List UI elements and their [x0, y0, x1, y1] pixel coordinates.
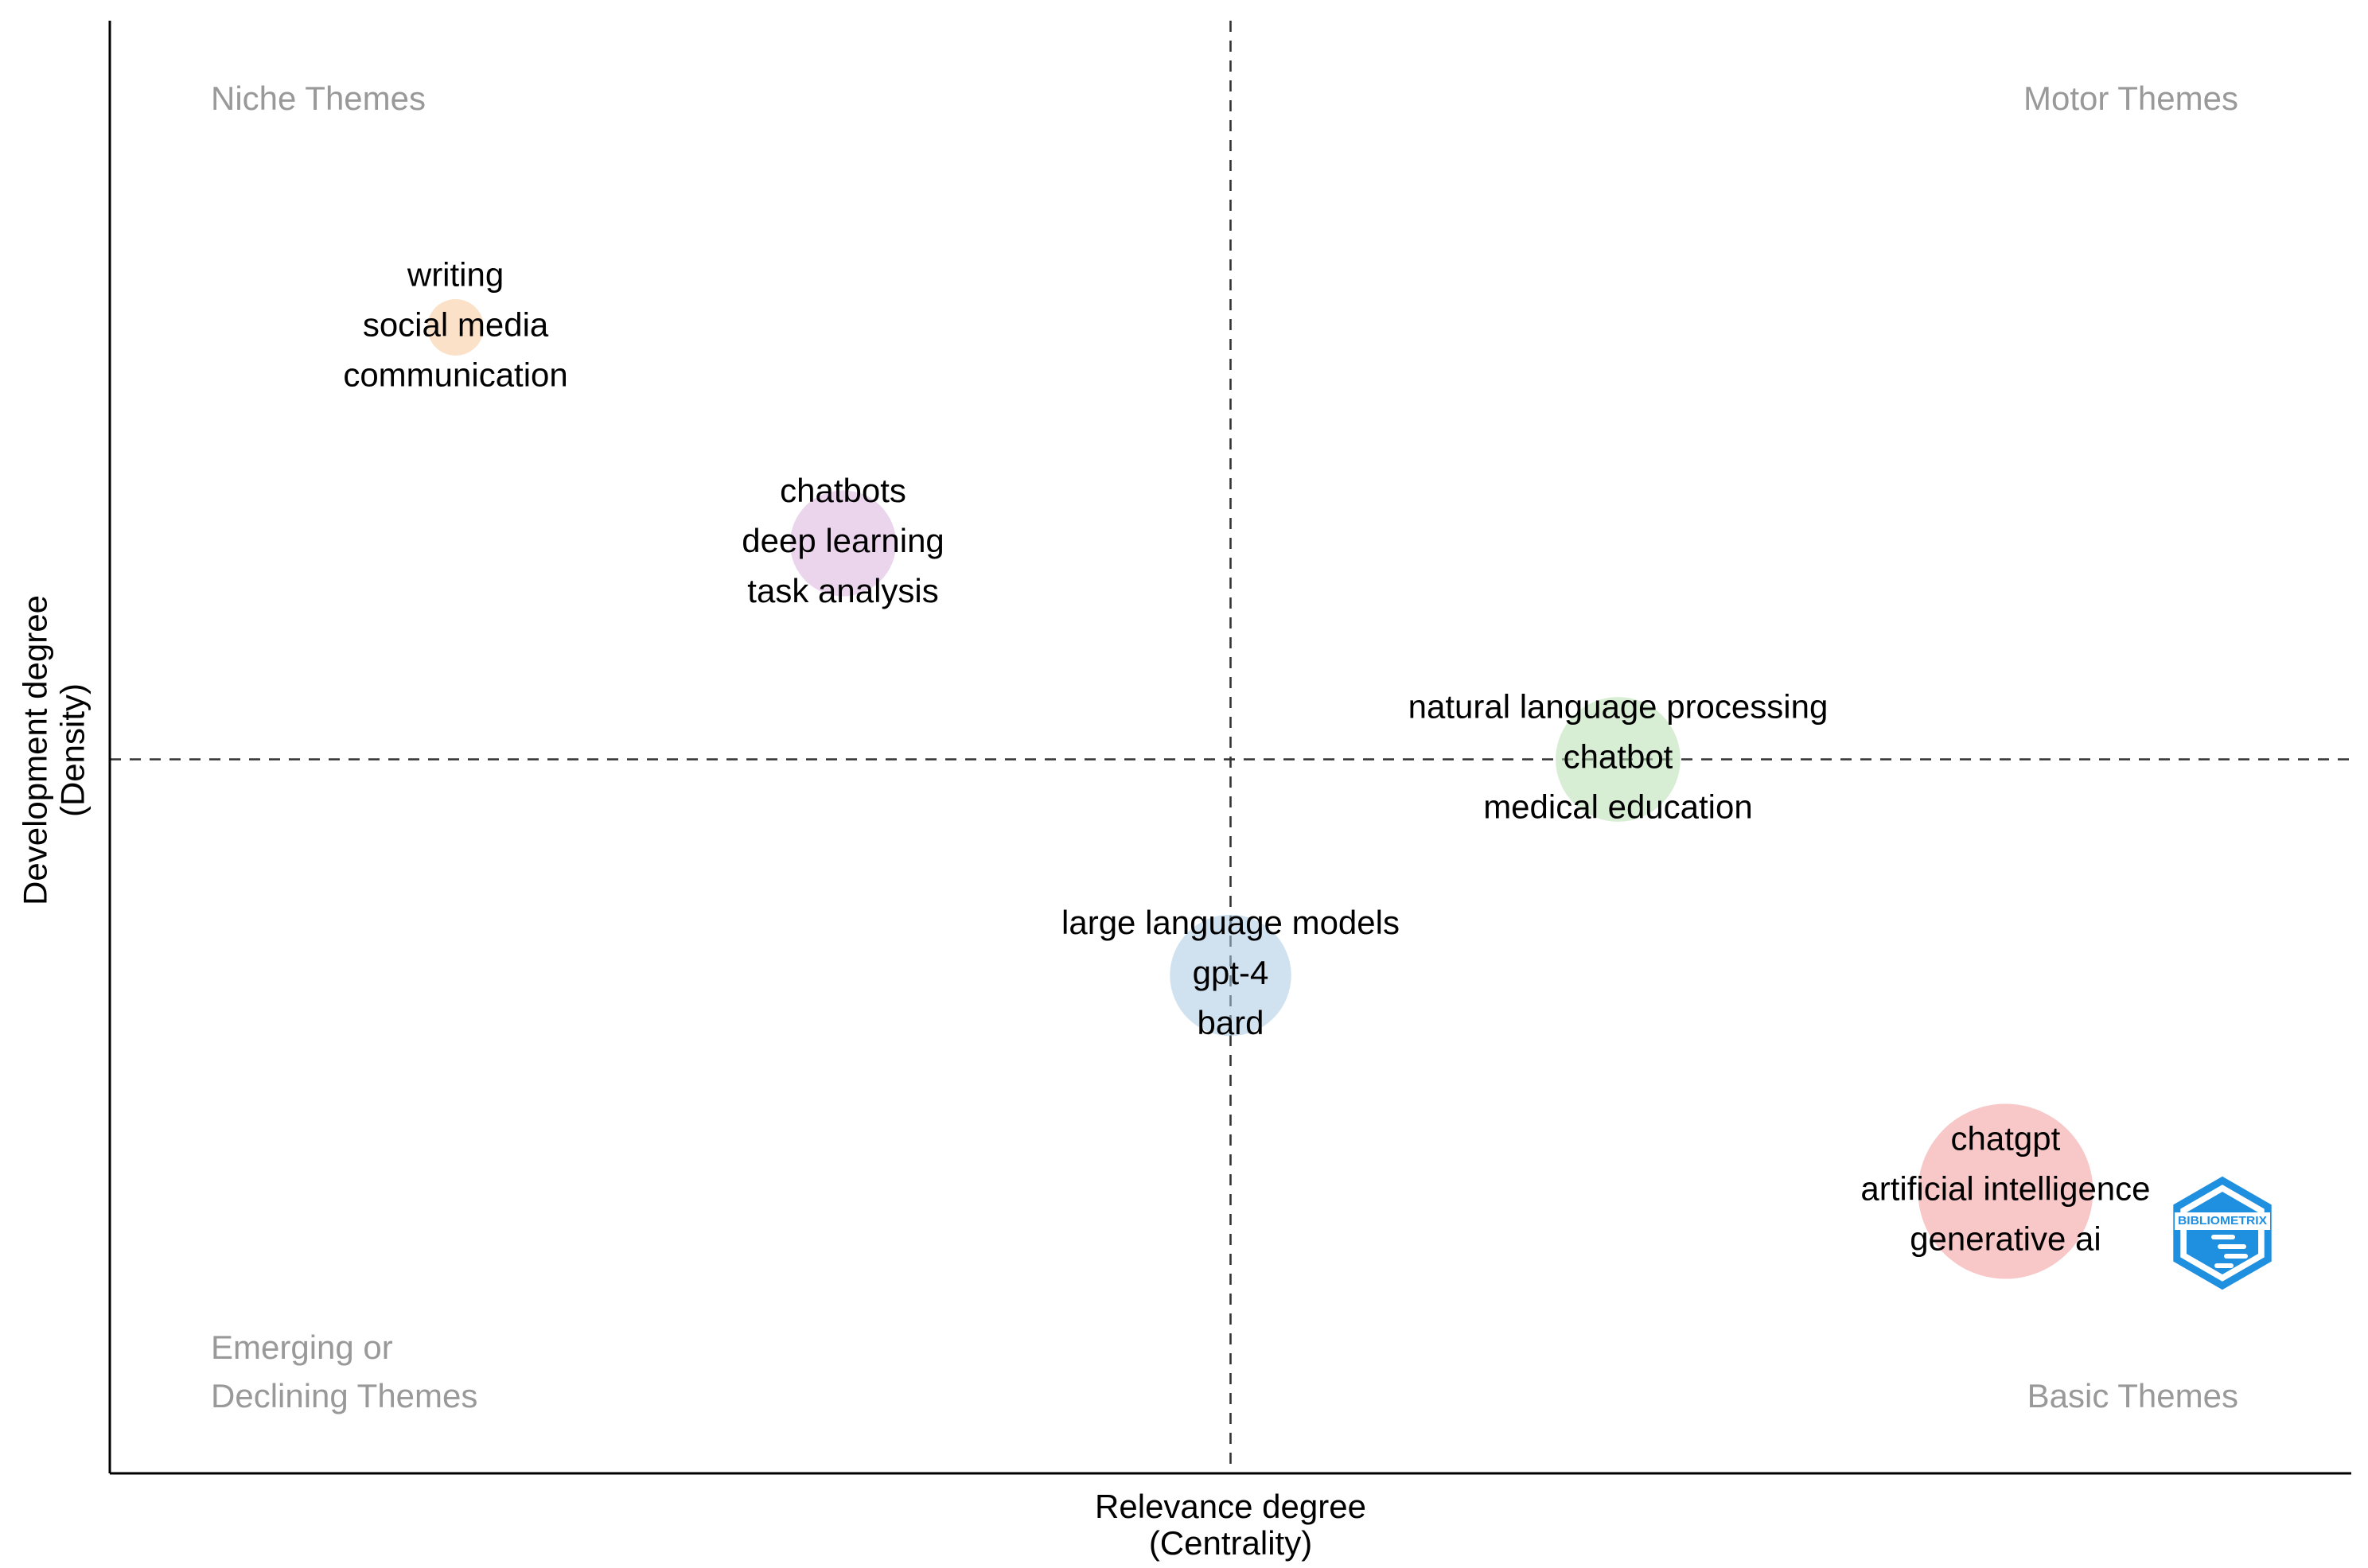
keyword-label: natural language processing: [1408, 688, 1829, 726]
quadrant-labels: Niche Themes Motor Themes Emerging or Decli…: [211, 80, 2238, 1414]
y-axis-title: Development degree: [17, 595, 54, 905]
keyword-label: social media: [363, 306, 549, 344]
keyword-label: chatgpt: [1951, 1120, 2061, 1158]
cluster-bubble-chatbot: [1556, 697, 1681, 822]
quadrant-label-emerging-declining-themes: Declining Themes: [211, 1377, 477, 1414]
reference-lines: [110, 21, 2351, 1473]
quadrant-label-emerging-declining-themes: Emerging or: [211, 1329, 393, 1366]
axes: Relevance degree(Centrality) Development …: [17, 21, 2351, 1562]
logo-bar: [2218, 1244, 2246, 1249]
quadrant-label-niche-themes: Niche Themes: [211, 80, 426, 117]
cluster-bubbles: [427, 299, 2093, 1279]
keyword-label: chatbot: [1564, 738, 1673, 776]
logo-bar: [2214, 1263, 2234, 1268]
keyword-label: communication: [343, 356, 567, 394]
cluster-bubble-writing: [427, 299, 485, 356]
bibliometrix-logo: BIBLIOMETRIX: [2173, 1176, 2272, 1290]
keyword-label: large language models: [1061, 904, 1400, 941]
x-axis-title: Relevance degree: [1095, 1488, 1366, 1525]
keyword-label: gpt-4: [1193, 954, 1269, 991]
keyword-label: task analysis: [747, 572, 938, 609]
cluster-bubble-chatgpt: [1918, 1103, 2093, 1279]
quadrant-label-motor-themes: Motor Themes: [2023, 80, 2238, 117]
logo-text: BIBLIOMETRIX: [2178, 1214, 2267, 1228]
y-axis-title: (Density): [54, 683, 92, 817]
x-axis-title: (Centrality): [1149, 1524, 1312, 1562]
logo-bar: [2224, 1254, 2248, 1259]
logo-banner: [2175, 1212, 2270, 1230]
keyword-label: medical education: [1483, 788, 1753, 826]
quadrant-label-basic-themes: Basic Themes: [2027, 1377, 2238, 1414]
keyword-label: chatbots: [780, 472, 906, 509]
cluster-bubble-gpt-4: [1170, 914, 1291, 1037]
keyword-label: artificial intelligence: [1860, 1170, 2150, 1208]
keyword-label: writing: [407, 256, 504, 294]
keyword-label: deep learning: [742, 522, 944, 559]
logo-bar: [2211, 1235, 2235, 1239]
cluster-labels: writing social media communication chatbots…: [343, 256, 2150, 1258]
keyword-label: generative ai: [1910, 1220, 2101, 1258]
keyword-label: bard: [1197, 1004, 1264, 1041]
cluster-bubble-chatbots: [789, 490, 897, 597]
